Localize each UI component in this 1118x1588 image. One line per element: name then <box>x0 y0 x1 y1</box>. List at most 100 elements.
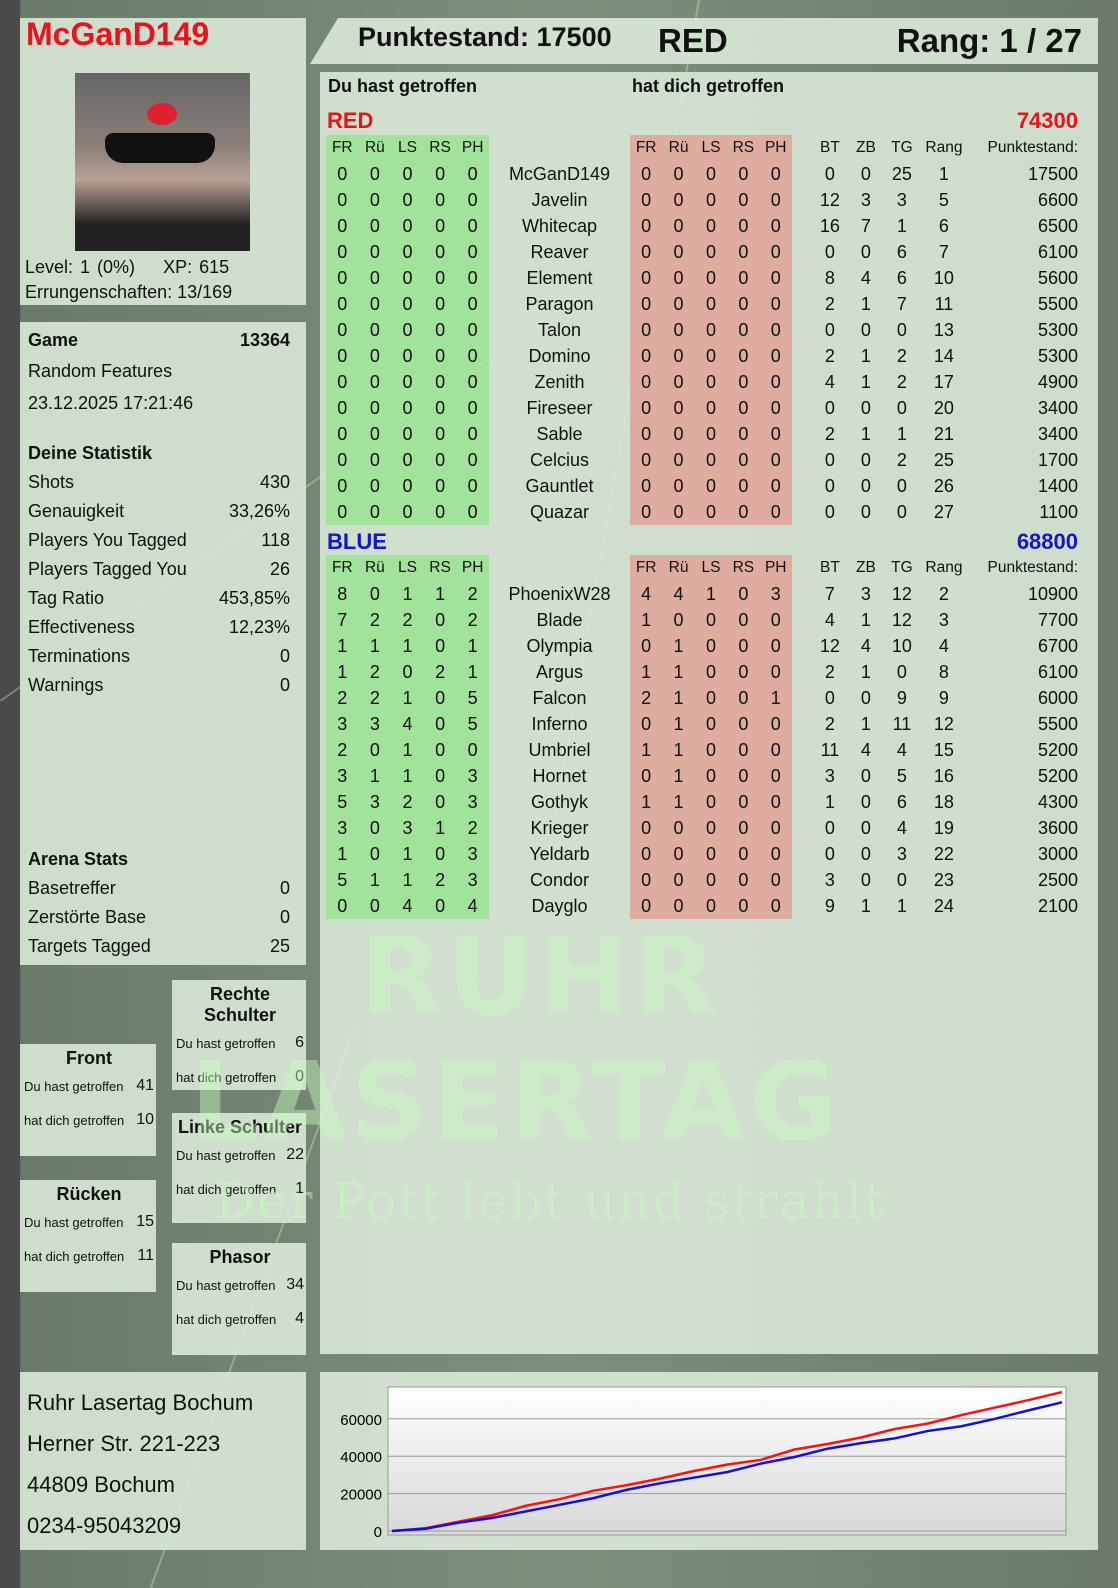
table-cell: 23 <box>933 870 954 890</box>
hitzone-row: Du hast getroffen 41 <box>24 1069 154 1103</box>
table-row[interactable]: 0 0 0 0 0 McGanD149 0 0 0 0 0 0 0 25 1 17500 <box>326 161 1078 187</box>
table-row[interactable]: 8 0 1 1 2 PhoenixW28 4 4 1 0 3 7 3 12 2 10900 <box>326 581 1078 607</box>
table-cell: 0 <box>860 792 871 812</box>
table-row[interactable]: 1 0 1 0 3 Yeldarb 0 0 0 0 0 0 0 3 22 3000 <box>326 841 1078 867</box>
table-row[interactable]: 0 0 0 0 0 Domino 0 0 0 0 0 2 1 2 14 5300 <box>326 343 1078 369</box>
hitzone-value: 15 <box>136 1213 154 1230</box>
table-cell: 0 <box>326 213 359 239</box>
table-cell: 0 <box>358 815 392 841</box>
hitzone-value: 6 <box>295 1034 304 1051</box>
table-row[interactable]: 0 0 0 0 0 Reaver 0 0 0 0 0 0 0 6 7 6100 <box>326 239 1078 265</box>
table-cell: 5200 <box>1037 766 1078 786</box>
table-cell: 0 <box>456 291 489 317</box>
table-row[interactable]: 0 0 4 0 4 Dayglo 0 0 0 0 0 9 1 1 24 2100 <box>326 893 1078 919</box>
table-cell: 0 <box>423 473 457 499</box>
table-cell: 2 <box>423 867 457 893</box>
table-cell: 1 <box>391 685 424 711</box>
column-header: PH <box>456 555 489 581</box>
table-cell: 0 <box>662 447 695 473</box>
table-cell: 7 <box>896 294 907 314</box>
table-row[interactable]: 0 0 0 0 0 Sable 0 0 0 0 0 2 1 1 21 3400 <box>326 421 1078 447</box>
table-cell: 2 <box>358 607 392 633</box>
table-row[interactable]: 0 0 0 0 0 Javelin 0 0 0 0 0 12 3 3 5 6600 <box>326 187 1078 213</box>
table-row[interactable]: 3 0 3 1 2 Krieger 0 0 0 0 0 0 0 4 19 3600 <box>326 815 1078 841</box>
table-cell: 0 <box>727 607 760 633</box>
table-row[interactable]: 3 3 4 0 5 Inferno 0 1 0 0 0 2 1 11 12 5500 <box>326 711 1078 737</box>
table-row[interactable]: 0 0 0 0 0 Fireseer 0 0 0 0 0 0 0 0 20 3400 <box>326 395 1078 421</box>
table-cell: 0 <box>391 499 424 525</box>
table-cell: 0 <box>358 187 392 213</box>
table-cell: 0 <box>694 711 728 737</box>
column-header: BT <box>820 139 840 156</box>
table-cell: 0 <box>423 763 457 789</box>
table-row[interactable]: 1 2 0 2 1 Argus 1 1 0 0 0 2 1 0 8 6100 <box>326 659 1078 685</box>
table-cell: 0 <box>727 815 760 841</box>
hitzone-label: hat dich getroffen <box>176 1181 277 1197</box>
hitzone-title: Rechte Schulter <box>203 984 277 1025</box>
table-cell: 0 <box>759 291 792 317</box>
table-cell: 0 <box>456 369 489 395</box>
table-row[interactable]: 0 0 0 0 0 Paragon 0 0 0 0 0 2 1 7 11 5500 <box>326 291 1078 317</box>
table-cell: 1 <box>938 164 949 184</box>
table-cell: 4 <box>824 372 835 392</box>
player-name-cell: Zenith <box>534 372 585 392</box>
table-row[interactable]: 0 0 0 0 0 Talon 0 0 0 0 0 0 0 0 13 5300 <box>326 317 1078 343</box>
stat-label: Zerstörte Base <box>28 907 147 927</box>
player-name-cell: Dayglo <box>531 896 588 916</box>
table-row[interactable]: 0 0 0 0 0 Element 0 0 0 0 0 8 4 6 10 5600 <box>326 265 1078 291</box>
table-cell: 0 <box>759 421 792 447</box>
table-cell: 0 <box>727 581 760 607</box>
table-cell: 4 <box>824 610 835 630</box>
table-row[interactable]: 5 3 2 0 3 Gothyk 1 1 0 0 0 1 0 6 18 4300 <box>326 789 1078 815</box>
table-row[interactable]: 1 1 1 0 1 Olympia 0 1 0 0 0 12 4 10 4 6700 <box>326 633 1078 659</box>
spacer <box>792 893 812 919</box>
table-cell: 0 <box>391 421 424 447</box>
hitzone-label: Du hast getroffen <box>176 1147 276 1163</box>
stat-value: 25 <box>269 936 290 956</box>
column-header: LS <box>391 135 424 161</box>
table-cell: 0 <box>423 737 457 763</box>
table-cell: 0 <box>727 161 760 187</box>
table-row[interactable]: 0 0 0 0 0 Gauntlet 0 0 0 0 0 0 0 0 26 1400 <box>326 473 1078 499</box>
column-header: Rü <box>358 555 392 581</box>
table-row[interactable]: 7 2 2 0 2 Blade 1 0 0 0 0 4 1 12 3 7700 <box>326 607 1078 633</box>
table-cell: 0 <box>694 633 728 659</box>
table-cell: 0 <box>727 659 760 685</box>
table-cell: 15 <box>933 740 954 760</box>
table-cell: 0 <box>358 239 392 265</box>
hitzone-row: Du hast getroffen 15 <box>24 1205 154 1239</box>
player-name: McGanD149 <box>26 16 210 52</box>
table-cell: 0 <box>391 187 424 213</box>
hitzone-value: 22 <box>286 1146 304 1163</box>
table-cell: 1 <box>391 763 424 789</box>
table-cell: 1 <box>662 711 695 737</box>
table-cell: 0 <box>727 317 760 343</box>
table-row[interactable]: 0 0 0 0 0 Quazar 0 0 0 0 0 0 0 0 27 1100 <box>326 499 1078 525</box>
stat-label: Players Tagged You <box>28 559 187 579</box>
table-cell: 4 <box>938 636 949 656</box>
table-row[interactable]: 0 0 0 0 0 Celcius 0 0 0 0 0 0 0 2 25 1700 <box>326 447 1078 473</box>
hitzone-value: 10 <box>136 1111 154 1128</box>
stat-value: 0 <box>279 907 290 927</box>
table-row[interactable]: 3 1 1 0 3 Hornet 0 1 0 0 0 3 0 5 16 5200 <box>326 763 1078 789</box>
table-cell: 26 <box>933 476 954 496</box>
stat-row: Warnings 0 <box>28 671 290 700</box>
table-cell: 1 <box>629 659 663 685</box>
table-cell: 1 <box>629 737 663 763</box>
table-cell: 1100 <box>1039 502 1078 522</box>
table-cell: 0 <box>727 395 760 421</box>
player-achievements: Errungenschaften: 13/169 <box>25 282 233 302</box>
table-row[interactable]: 2 2 1 0 5 Falcon 2 1 0 0 1 0 0 9 9 6000 <box>326 685 1078 711</box>
table-cell: 10 <box>933 268 954 288</box>
table-cell: 1 <box>326 841 359 867</box>
table-row[interactable]: 0 0 0 0 0 Zenith 0 0 0 0 0 4 1 2 17 4900 <box>326 369 1078 395</box>
hitzone-label: hat dich getroffen <box>176 1311 277 1327</box>
table-cell: 0 <box>391 395 424 421</box>
table-row[interactable]: 0 0 0 0 0 Whitecap 0 0 0 0 0 16 7 1 6 6500 <box>326 213 1078 239</box>
table-cell: 0 <box>759 789 792 815</box>
stat-row: Tag Ratio 453,85% <box>28 584 290 613</box>
table-cell: 0 <box>727 187 760 213</box>
table-row[interactable]: 2 0 1 0 0 Umbriel 1 1 0 0 0 11 4 4 15 5200 <box>326 737 1078 763</box>
table-row[interactable]: 5 1 1 2 3 Condor 0 0 0 0 0 3 0 0 23 2500 <box>326 867 1078 893</box>
table-cell: 2 <box>456 815 489 841</box>
